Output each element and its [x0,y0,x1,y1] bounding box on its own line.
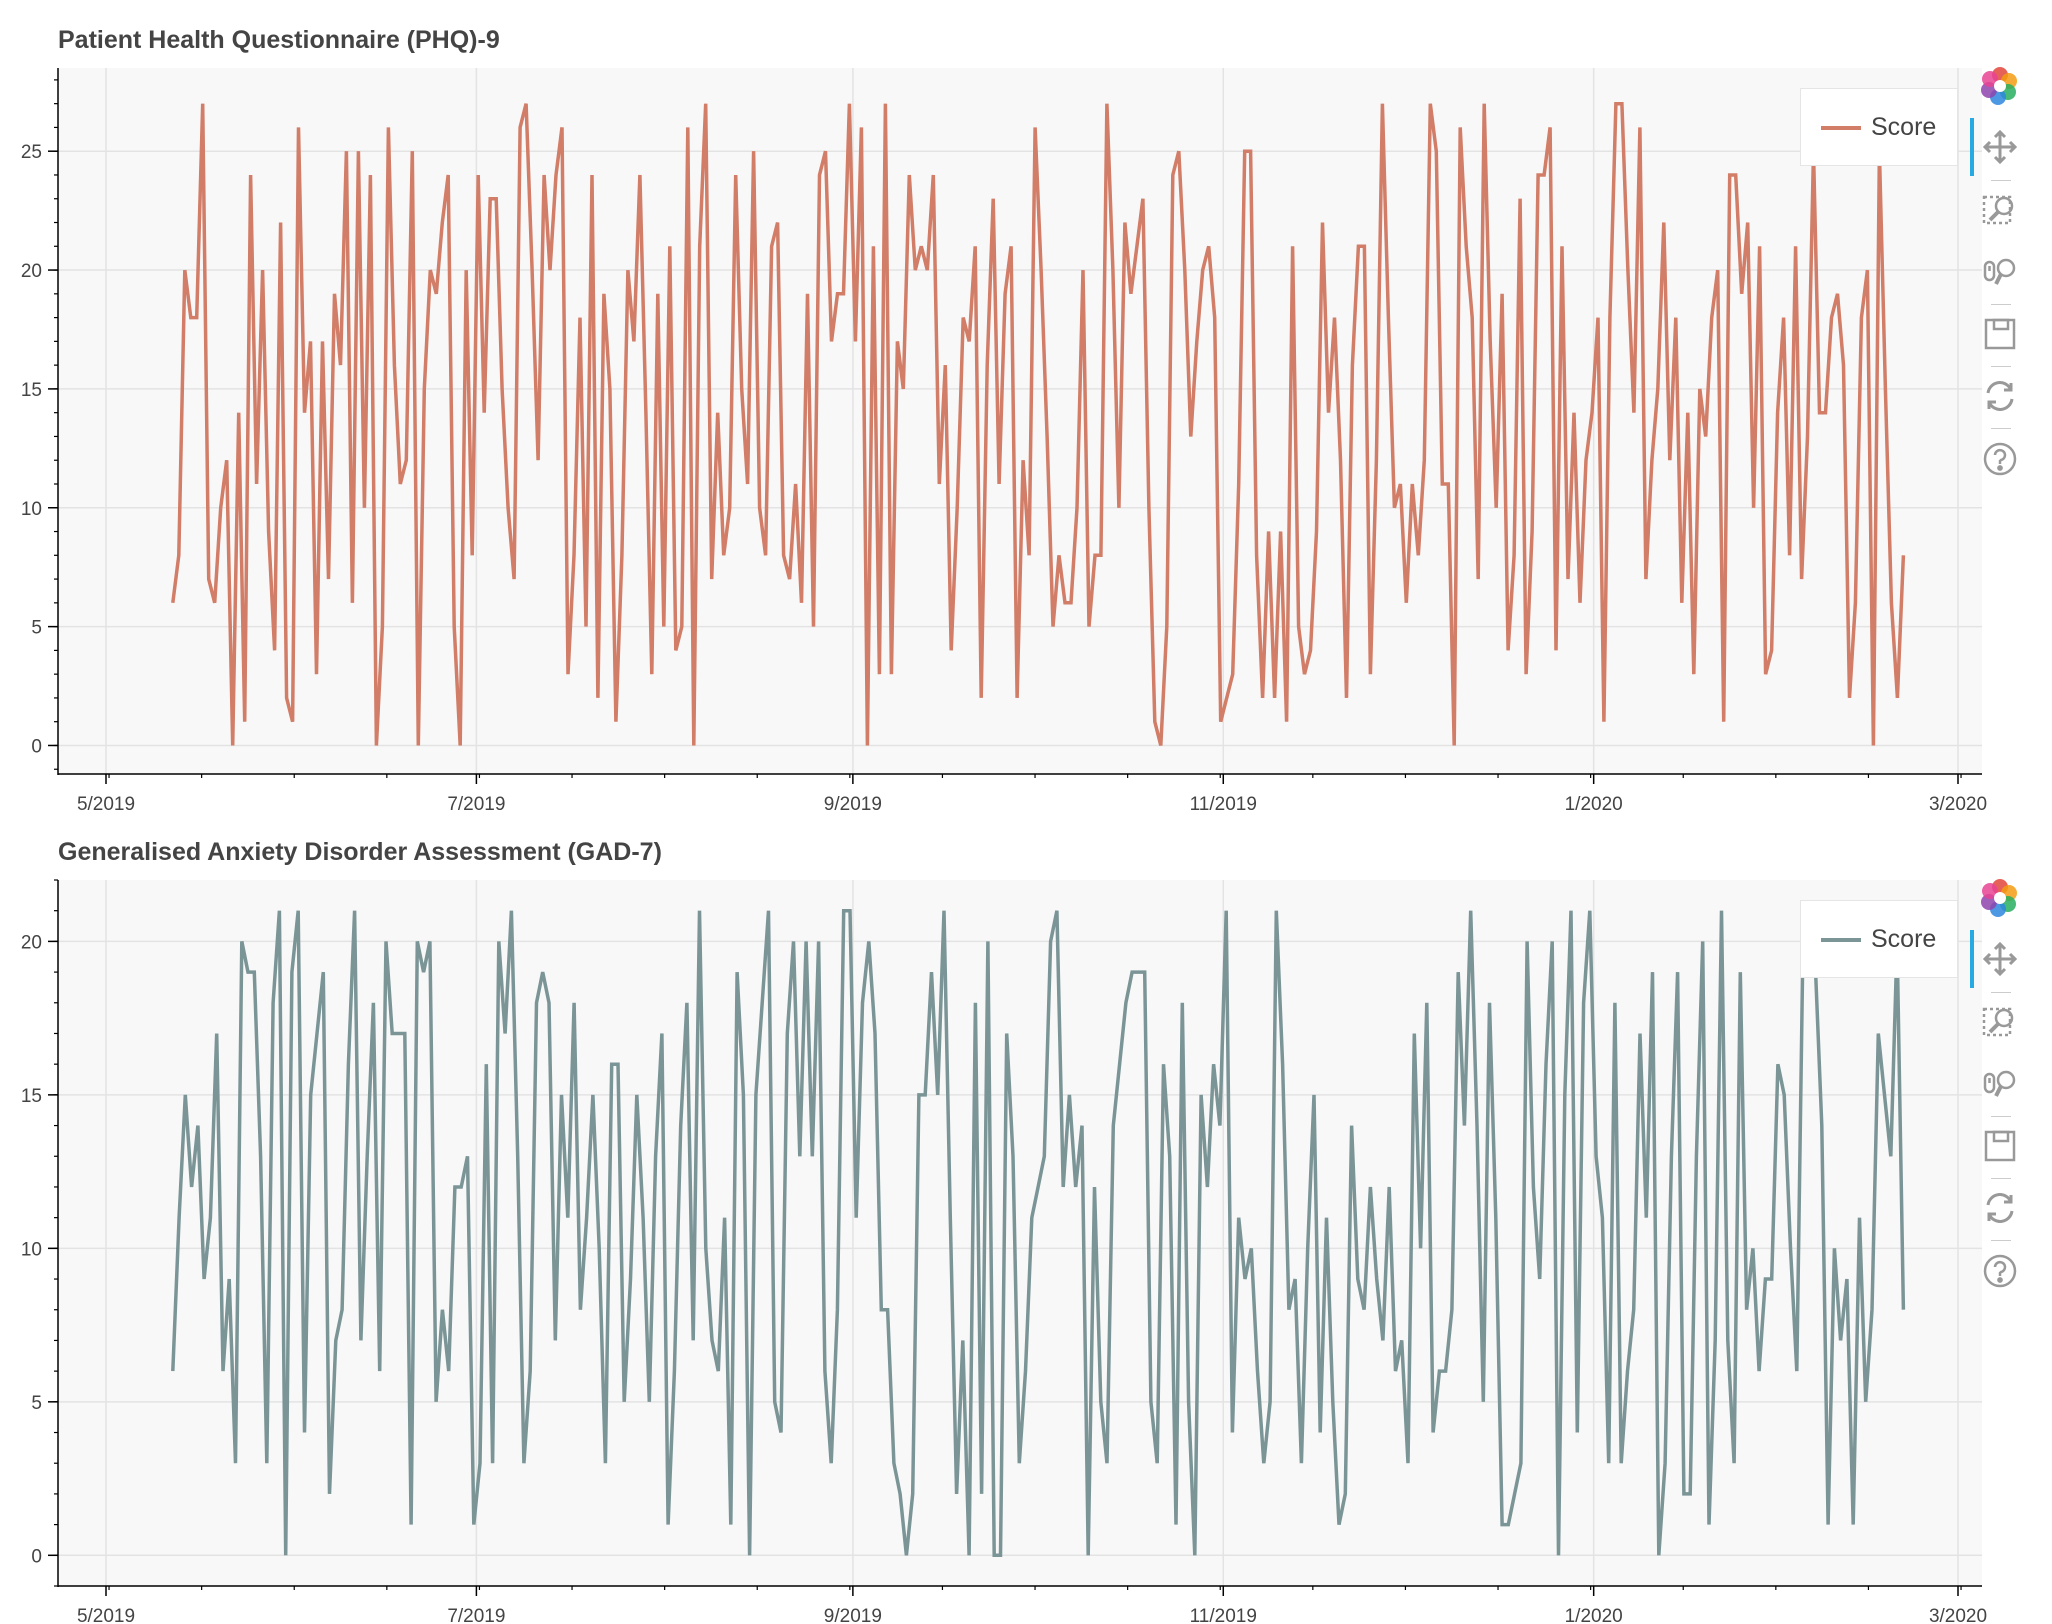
gad7-legend-swatch [1821,938,1861,942]
phq9-x-tick-label: 5/2019 [77,794,135,812]
phq9-x-tick-label: 9/2019 [824,794,882,812]
phq9-x-tick-label: 11/2019 [1190,794,1257,812]
phq9-x-tick-label: 7/2019 [447,794,505,812]
gad7-x-tick-label: 11/2019 [1190,1606,1257,1624]
pan-active-indicator [1970,930,1974,988]
phq9-y-tick-label: 25 [21,142,42,163]
gad7-x-tick-label: 5/2019 [77,1606,135,1624]
toolbar-separator [1991,180,2011,181]
phq9-legend-label: Score [1871,113,1937,141]
gad7-legend: Score [1800,900,1958,978]
phq9-plot-background [58,68,1982,774]
phq9-chart-title: Patient Health Questionnaire (PHQ)-9 [58,26,500,54]
gad7-y-tick-label: 15 [21,1086,42,1107]
gad7-y-tick-label: 20 [21,932,42,953]
toolbar-separator [1991,1240,2011,1241]
help-icon[interactable] [1976,1247,2024,1295]
box-zoom-icon[interactable] [1976,999,2024,1047]
bokeh-logo-icon[interactable] [1976,874,2024,922]
toolbar-separator [1991,1178,2011,1179]
pan-icon[interactable] [1976,935,2024,983]
gad7-y-tick-label: 0 [31,1546,42,1567]
toolbar-separator [1991,428,2011,429]
wheel-zoom-icon[interactable] [1976,248,2024,296]
toolbar-separator [1991,1116,2011,1117]
phq9-legend: Score [1800,88,1958,166]
phq9-plot[interactable]: 0 5 10 15 20 25 5/2019 7/2019 9/2019 11/2019 1/202… [0,0,2052,812]
phq9-y-tick-label: 5 [31,618,42,639]
toolbar-separator [1991,366,2011,367]
phq9-score-line [171,101,1906,746]
gad7-legend-label: Score [1871,925,1937,953]
phq9-x-tick-label: 3/2020 [1929,794,1987,812]
pan-active-indicator [1970,118,1974,176]
phq9-panel: Patient Health Questionnaire (PHQ)-9 0 5 1… [0,0,2052,812]
gad7-score-line [171,908,1906,1558]
phq9-y-tick-label: 0 [31,736,42,757]
gad7-panel: Generalised Anxiety Disorder Assessment … [0,812,2052,1624]
gad7-y-tick-label: 5 [31,1393,42,1414]
save-icon[interactable] [1976,310,2024,358]
pan-icon[interactable] [1976,123,2024,171]
save-icon[interactable] [1976,1122,2024,1170]
gad7-plot[interactable]: 0 5 10 15 20 5/2019 7/2019 9/2019 11/2019 1/2020 3… [0,812,2052,1624]
reset-icon[interactable] [1976,1184,2024,1232]
toolbar-separator [1991,304,2011,305]
wheel-zoom-icon[interactable] [1976,1060,2024,1108]
box-zoom-icon[interactable] [1976,187,2024,235]
toolbar-separator [1991,992,2011,993]
gad7-y-tick-label: 10 [21,1239,42,1260]
gad7-x-tick-label: 9/2019 [824,1606,882,1624]
phq9-y-tick-label: 10 [21,499,42,520]
gad7-chart-title: Generalised Anxiety Disorder Assessment … [58,838,662,866]
bokeh-logo-icon[interactable] [1976,62,2024,110]
help-icon[interactable] [1976,435,2024,483]
gad7-x-tick-label: 1/2020 [1565,1606,1623,1624]
phq9-x-tick-label: 1/2020 [1565,794,1623,812]
phq9-legend-swatch [1821,126,1861,130]
phq9-y-tick-label: 20 [21,261,42,282]
gad7-x-tick-label: 7/2019 [447,1606,505,1624]
phq9-y-tick-label: 15 [21,380,42,401]
gad7-x-tick-label: 3/2020 [1929,1606,1987,1624]
reset-icon[interactable] [1976,372,2024,420]
